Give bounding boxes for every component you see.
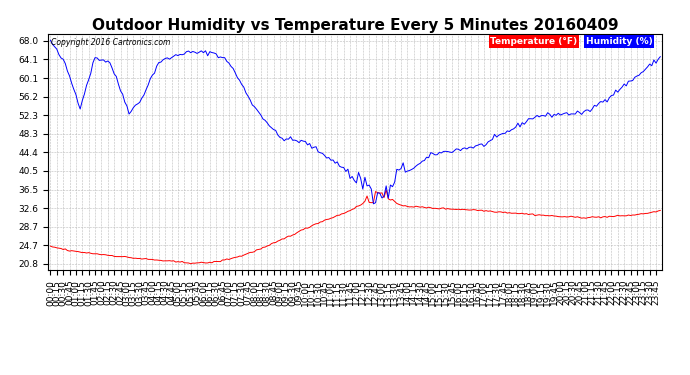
Text: Humidity (%): Humidity (%) — [586, 37, 652, 46]
Temperature (°F) — [607, 214, 615, 219]
Temperature (°F) — [99, 252, 108, 257]
Temperature (°F) — [573, 214, 582, 219]
Line: Temperature (°F): Temperature (°F) — [50, 190, 660, 264]
Humidity (%) — [369, 202, 377, 206]
Humidity (%) — [46, 38, 55, 42]
Humidity (%) — [656, 54, 664, 59]
Humidity (%) — [571, 112, 580, 116]
Title: Outdoor Humidity vs Temperature Every 5 Minutes 20160409: Outdoor Humidity vs Temperature Every 5 … — [92, 18, 619, 33]
Humidity (%) — [99, 58, 108, 62]
Temperature (°F) — [357, 203, 365, 207]
Temperature (°F) — [562, 215, 571, 219]
Temperature (°F) — [656, 208, 664, 213]
Temperature (°F) — [382, 188, 391, 192]
Temperature (°F) — [186, 261, 195, 266]
Temperature (°F) — [46, 244, 55, 248]
Humidity (%) — [605, 96, 613, 100]
Text: Copyright 2016 Cartronics.com: Copyright 2016 Cartronics.com — [51, 39, 170, 48]
Humidity (%) — [586, 109, 594, 114]
Humidity (%) — [560, 111, 569, 116]
Temperature (°F) — [588, 214, 596, 219]
Text: Temperature (°F): Temperature (°F) — [491, 37, 578, 46]
Humidity (%) — [355, 170, 363, 175]
Line: Humidity (%): Humidity (%) — [50, 40, 660, 204]
